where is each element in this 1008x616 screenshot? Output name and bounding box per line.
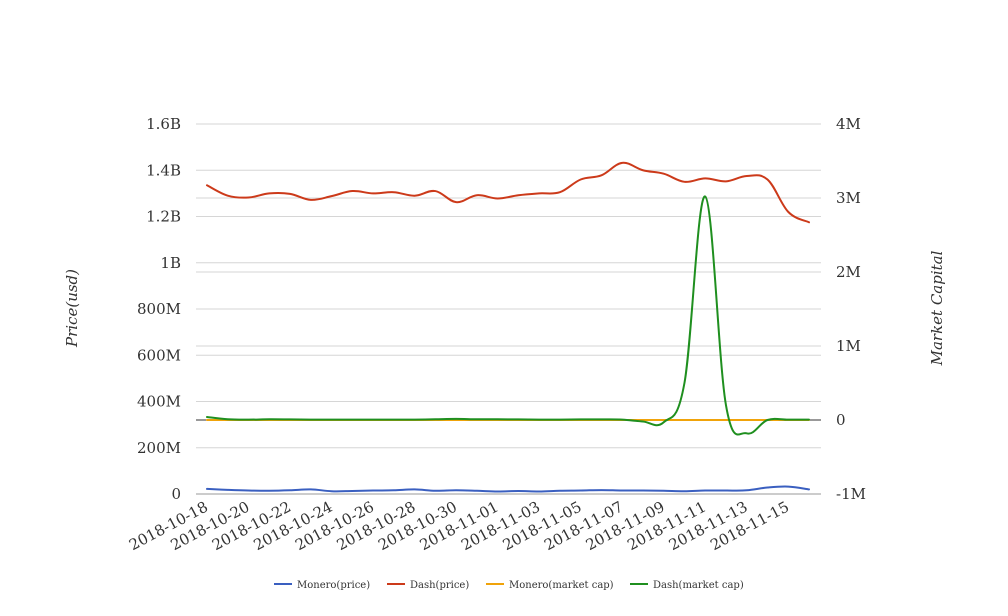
legend-label: Dash(market cap) <box>653 580 744 591</box>
y2-tick-label: 1M <box>836 337 861 355</box>
y2-tick-label: -1M <box>836 485 866 503</box>
y-axis-left-ticks: 0 200M 400M 600M 800M 1B 1.2B 1.4B 1.6B <box>137 115 181 503</box>
y-tick-label: 1.2B <box>146 208 181 226</box>
legend-label: Monero(market cap) <box>509 580 614 591</box>
y-tick-label: 0 <box>171 485 181 503</box>
series-line-dash-market-cap <box>206 195 810 436</box>
y2-tick-label: 0 <box>836 411 846 429</box>
legend-item-dash-price: Dash(price) <box>387 580 469 591</box>
legend-item-monero-market-cap: Monero(market cap) <box>486 580 614 591</box>
grid-lines <box>196 123 821 495</box>
y2-tick-label: 2M <box>836 263 861 281</box>
series-line-monero-price <box>206 485 810 493</box>
legend: Monero(price) Dash(price) Monero(market ca… <box>274 580 744 591</box>
series-lines <box>206 161 810 493</box>
y-tick-label: 200M <box>137 439 181 457</box>
y-tick-label: 600M <box>137 346 181 364</box>
y-tick-label: 1.4B <box>146 161 181 179</box>
y-tick-label: 800M <box>137 300 181 318</box>
y2-tick-label: 3M <box>836 189 861 207</box>
y-tick-label: 1.6B <box>146 115 181 133</box>
y2-tick-label: 4M <box>836 115 861 133</box>
x-axis-ticks: 2018-10-182018-10-202018-10-222018-10-24… <box>126 498 792 554</box>
y-tick-label: 1B <box>160 254 181 272</box>
series-line-dash-price <box>206 161 810 224</box>
legend-item-monero-price: Monero(price) <box>274 580 370 591</box>
legend-label: Monero(price) <box>297 580 370 591</box>
legend-label: Dash(price) <box>410 580 469 591</box>
y-axis-title: Price(usd) <box>63 269 81 348</box>
y-axis-right-ticks: -1M 0 1M 2M 3M 4M <box>836 115 866 503</box>
legend-item-dash-market-cap: Dash(market cap) <box>630 580 744 591</box>
y2-axis-title: Market Capital <box>928 250 946 366</box>
y-tick-label: 400M <box>137 393 181 411</box>
